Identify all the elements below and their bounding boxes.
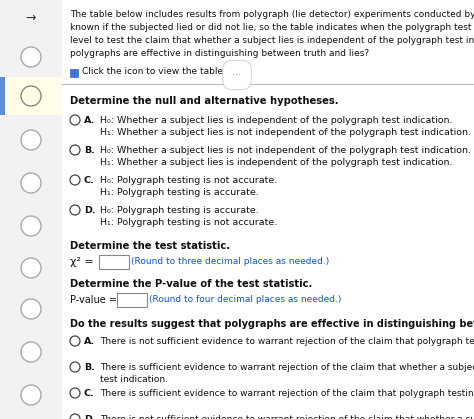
Text: There is sufficient evidence to warrant rejection of the claim that polygraph te: There is sufficient evidence to warrant …	[100, 389, 474, 398]
FancyBboxPatch shape	[0, 0, 62, 419]
Text: C.: C.	[84, 176, 95, 185]
Text: Determine the P-value of the test statistic.: Determine the P-value of the test statis…	[70, 279, 312, 289]
Text: There is not sufficient evidence to warrant rejection of the claim that polygrap: There is not sufficient evidence to warr…	[100, 337, 474, 346]
Circle shape	[70, 205, 80, 215]
Circle shape	[21, 130, 41, 150]
Text: B.: B.	[84, 146, 95, 155]
Text: H₁: Whether a subject lies is not independent of the polygraph test indication.: H₁: Whether a subject lies is not indepe…	[100, 128, 471, 137]
Circle shape	[70, 388, 80, 398]
Text: H₁: Whether a subject lies is independent of the polygraph test indication.: H₁: Whether a subject lies is independen…	[100, 158, 453, 167]
Text: →: →	[26, 11, 36, 24]
Text: H₀: Whether a subject lies is not independent of the polygraph test indication.: H₀: Whether a subject lies is not indepe…	[100, 146, 471, 155]
Circle shape	[21, 173, 41, 193]
Circle shape	[70, 414, 80, 419]
Text: known if the subjected lied or did not lie, so the table indicates when the poly: known if the subjected lied or did not l…	[70, 23, 474, 32]
Text: There is not sufficient evidence to warrant rejection of the claim that whether : There is not sufficient evidence to warr…	[100, 415, 474, 419]
FancyBboxPatch shape	[74, 69, 79, 73]
Text: P-value =: P-value =	[70, 295, 117, 305]
Text: level to test the claim that whether a subject lies is independent of the polygr: level to test the claim that whether a s…	[70, 36, 474, 45]
Circle shape	[70, 145, 80, 155]
Circle shape	[21, 385, 41, 405]
Circle shape	[21, 216, 41, 236]
Text: A.: A.	[84, 337, 95, 346]
FancyBboxPatch shape	[0, 77, 5, 115]
Text: H₀: Polygraph testing is accurate.: H₀: Polygraph testing is accurate.	[100, 206, 259, 215]
Circle shape	[21, 342, 41, 362]
Text: D.: D.	[84, 415, 96, 419]
Text: test indication.: test indication.	[100, 375, 168, 384]
Text: The table below includes results from polygraph (lie detector) experiments condu: The table below includes results from po…	[70, 10, 474, 19]
Circle shape	[21, 47, 41, 67]
Text: ···: ···	[233, 70, 241, 80]
Circle shape	[21, 299, 41, 319]
FancyBboxPatch shape	[70, 73, 74, 78]
Text: B.: B.	[84, 363, 95, 372]
Text: Click the icon to view the table.: Click the icon to view the table.	[82, 67, 226, 75]
Circle shape	[70, 336, 80, 346]
Text: A.: A.	[84, 116, 95, 125]
Circle shape	[21, 258, 41, 278]
Text: Determine the null and alternative hypotheses.: Determine the null and alternative hypot…	[70, 96, 338, 106]
Text: Determine the test statistic.: Determine the test statistic.	[70, 241, 230, 251]
Text: There is sufficient evidence to warrant rejection of the claim that whether a su: There is sufficient evidence to warrant …	[100, 363, 474, 372]
Text: Do the results suggest that polygraphs are effective in distinguishing between t: Do the results suggest that polygraphs a…	[70, 319, 474, 329]
Text: D.: D.	[84, 206, 96, 215]
Text: (Round to four decimal places as needed.): (Round to four decimal places as needed.…	[149, 295, 341, 303]
Circle shape	[70, 115, 80, 125]
Text: χ² =: χ² =	[70, 257, 94, 267]
Circle shape	[70, 362, 80, 372]
Text: H₁: Polygraph testing is not accurate.: H₁: Polygraph testing is not accurate.	[100, 218, 277, 227]
Text: C.: C.	[84, 389, 95, 398]
FancyBboxPatch shape	[70, 69, 74, 73]
Text: polygraphs are effective in distinguishing between truth and lies?: polygraphs are effective in distinguishi…	[70, 49, 369, 58]
Text: H₀: Whether a subject lies is independent of the polygraph test indication.: H₀: Whether a subject lies is independen…	[100, 116, 453, 125]
Text: (Round to three decimal places as needed.): (Round to three decimal places as needed…	[131, 256, 329, 266]
Text: H₀: Polygraph testing is not accurate.: H₀: Polygraph testing is not accurate.	[100, 176, 277, 185]
Circle shape	[21, 86, 41, 106]
FancyBboxPatch shape	[0, 77, 62, 115]
FancyBboxPatch shape	[99, 255, 129, 269]
FancyBboxPatch shape	[74, 73, 79, 78]
Text: H₁: Polygraph testing is accurate.: H₁: Polygraph testing is accurate.	[100, 188, 259, 197]
Circle shape	[70, 175, 80, 185]
FancyBboxPatch shape	[117, 293, 147, 307]
